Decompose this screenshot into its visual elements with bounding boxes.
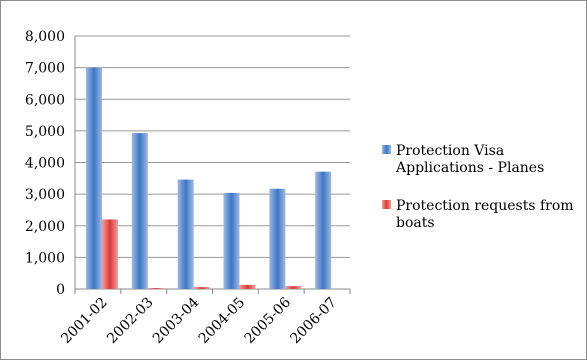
bar-boats-2001-02 xyxy=(102,219,118,289)
y-axis-ticks: 0 1,000 2,000 3,000 4,000 5,000 6,000 7,000 8,00… xyxy=(25,29,65,298)
y-tick-label: 1,000 xyxy=(25,250,65,266)
bar-planes-2001-02 xyxy=(86,67,102,289)
y-tick-label: 8,000 xyxy=(25,29,65,45)
axes xyxy=(74,36,351,294)
x-tick-label: 2003-04 xyxy=(150,294,203,347)
legend-label-boats: Protection requests from xyxy=(396,198,574,214)
x-tick-label: 2001-02 xyxy=(58,295,110,347)
bar-boats-2003-04 xyxy=(193,287,210,289)
x-tick-label: 2002-03 xyxy=(104,295,156,347)
y-tick-label: 6,000 xyxy=(25,92,65,108)
legend-label-planes: Applications - Planes xyxy=(395,160,544,176)
legend-swatch-planes xyxy=(382,145,391,154)
y-tick-label: 7,000 xyxy=(25,61,65,77)
bars xyxy=(86,67,332,289)
bar-planes-2003-04 xyxy=(177,179,194,289)
x-tick-label: 2006-07 xyxy=(287,295,339,347)
y-tick-label: 2,000 xyxy=(25,219,65,235)
legend-label-boats: boats xyxy=(396,215,435,231)
legend-swatch-boats xyxy=(382,200,391,209)
y-tick-label: 4,000 xyxy=(25,156,65,172)
x-tick-label: 2004-05 xyxy=(196,295,248,347)
x-tick-label: 2005-06 xyxy=(242,294,295,347)
y-tick-label: 0 xyxy=(56,282,65,298)
bar-planes-2002-03 xyxy=(131,133,148,289)
legend-label-planes: Protection Visa xyxy=(396,143,504,159)
bar-planes-2005-06 xyxy=(269,188,286,289)
bar-planes-2004-05 xyxy=(223,192,240,289)
bar-boats-2005-06 xyxy=(285,286,302,289)
bar-boats-2002-03 xyxy=(147,288,164,289)
y-tick-label: 3,000 xyxy=(25,187,65,203)
x-axis-ticks: 2001-022002-032003-042004-052005-062006-… xyxy=(58,294,340,347)
y-tick-label: 5,000 xyxy=(25,124,65,140)
bar-boats-2004-05 xyxy=(239,284,256,289)
bar-planes-2006-07 xyxy=(315,171,332,289)
